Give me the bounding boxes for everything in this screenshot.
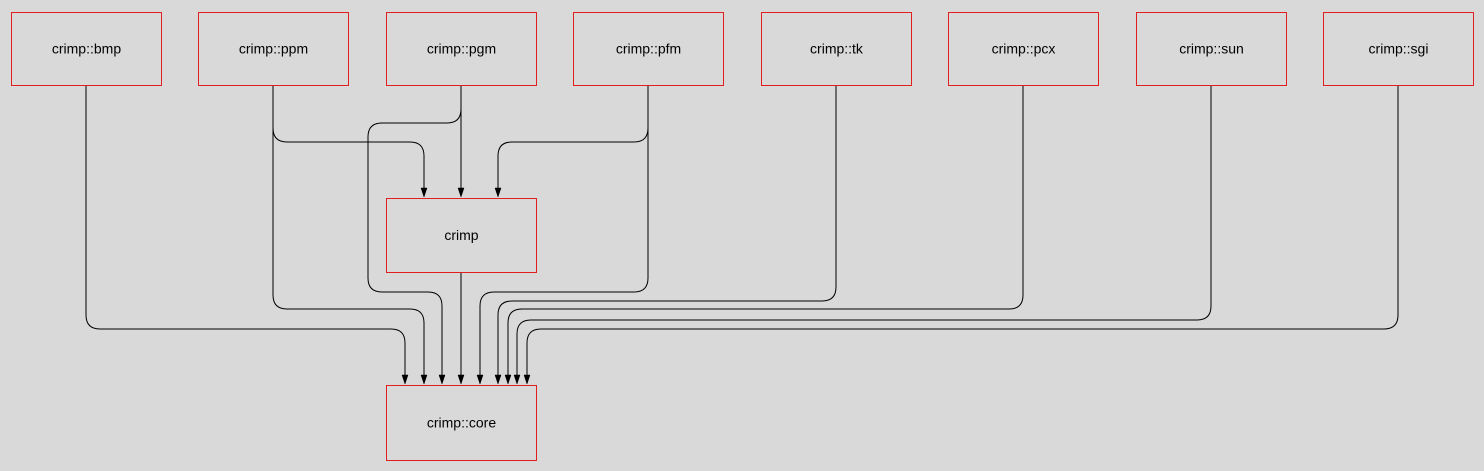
- edge-line: [85, 85, 406, 383]
- edges-layer: [85, 85, 1399, 385]
- node-label: crimp::ppm: [239, 41, 308, 57]
- node-box: [1323, 12, 1474, 86]
- edge-ppm-to-crimp: [272, 85, 428, 198]
- node-label: crimp::core: [427, 415, 496, 431]
- arrowhead-icon: [476, 374, 484, 385]
- node-pgm[interactable]: crimp::pgm: [386, 12, 537, 86]
- node-box: [386, 198, 537, 273]
- edge-line: [272, 85, 425, 196]
- node-label: crimp::tk: [810, 41, 864, 57]
- edge-pcx-to-core: [504, 85, 1024, 385]
- arrowhead-icon: [504, 374, 512, 385]
- edge-sgi-to-core: [523, 85, 1399, 385]
- edge-line: [497, 85, 837, 383]
- node-sun[interactable]: crimp::sun: [1136, 12, 1287, 86]
- node-box: [386, 12, 537, 86]
- node-tk[interactable]: crimp::tk: [761, 12, 912, 86]
- edge-tk-to-core: [494, 85, 837, 385]
- node-box: [386, 385, 537, 461]
- arrowhead-icon: [401, 374, 409, 385]
- node-label: crimp::sgi: [1369, 41, 1429, 57]
- edge-line: [367, 85, 462, 383]
- arrowhead-icon: [494, 187, 502, 198]
- node-label: crimp: [444, 227, 478, 243]
- edge-pfm-to-crimp: [494, 85, 649, 198]
- node-sgi[interactable]: crimp::sgi: [1323, 12, 1474, 86]
- arrowhead-icon: [420, 187, 428, 198]
- node-core[interactable]: crimp::core: [386, 385, 537, 461]
- edge-line: [497, 85, 649, 196]
- node-label: crimp::bmp: [52, 41, 121, 57]
- edge-line: [479, 85, 649, 383]
- arrowhead-icon: [457, 374, 465, 385]
- edge-crimp-to-core: [457, 272, 465, 385]
- edge-bmp-to-core: [85, 85, 409, 385]
- edge-line: [507, 85, 1024, 383]
- node-crimp[interactable]: crimp: [386, 198, 537, 273]
- edge-pgm-to-core: [367, 85, 462, 385]
- edge-line: [516, 85, 1212, 383]
- arrowhead-icon: [438, 374, 446, 385]
- node-ppm[interactable]: crimp::ppm: [198, 12, 349, 86]
- arrowhead-icon: [494, 374, 502, 385]
- node-box: [1136, 12, 1287, 86]
- node-label: crimp::pfm: [616, 41, 681, 57]
- node-pfm[interactable]: crimp::pfm: [573, 12, 724, 86]
- node-box: [948, 12, 1099, 86]
- edge-ppm-to-core: [272, 85, 428, 385]
- node-box: [573, 12, 724, 86]
- node-box: [198, 12, 349, 86]
- node-box: [761, 12, 912, 86]
- arrowhead-icon: [513, 374, 521, 385]
- node-bmp[interactable]: crimp::bmp: [11, 12, 162, 86]
- arrowhead-icon: [420, 374, 428, 385]
- node-label: crimp::pcx: [992, 41, 1056, 57]
- node-label: crimp::sun: [1179, 41, 1244, 57]
- node-label: crimp::pgm: [427, 41, 496, 57]
- edge-pfm-to-core: [476, 85, 649, 385]
- node-pcx[interactable]: crimp::pcx: [948, 12, 1099, 86]
- arrowhead-icon: [523, 374, 531, 385]
- edge-sun-to-core: [513, 85, 1212, 385]
- arrowhead-icon: [457, 187, 465, 198]
- edge-line: [526, 85, 1399, 383]
- edge-line: [272, 85, 425, 383]
- nodes-layer: crimp::bmp crimp::ppm crimp::pgm crimp::pfm…: [11, 12, 1474, 461]
- node-box: [11, 12, 162, 86]
